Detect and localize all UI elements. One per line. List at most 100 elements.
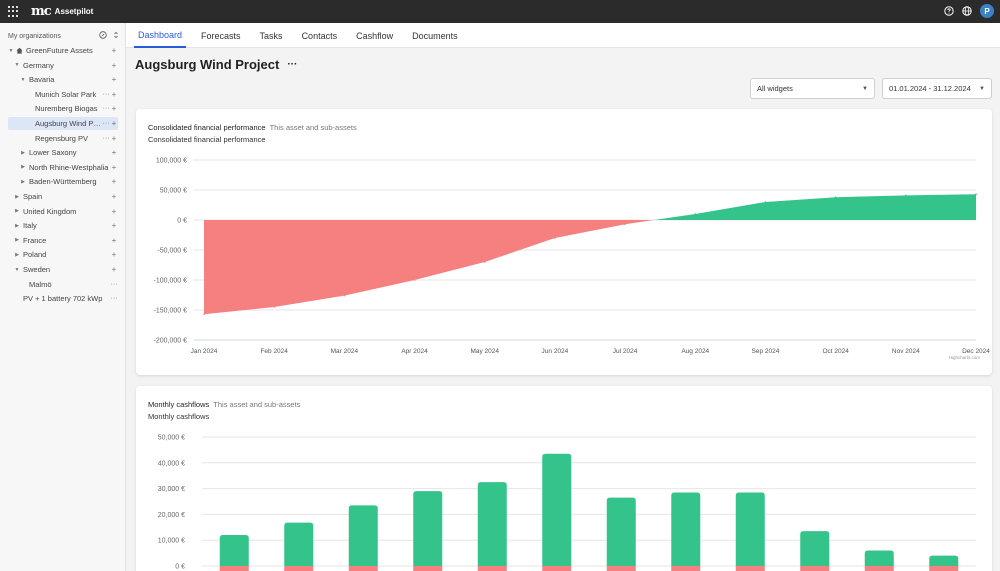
sidebar: My organizations ▼ GreenFuture Assets + ▼ Ge… bbox=[0, 23, 126, 571]
add-child-icon[interactable]: + bbox=[111, 60, 117, 70]
negative-cashflow-bar bbox=[348, 566, 378, 571]
chevron-right-icon[interactable]: ▶ bbox=[21, 178, 25, 185]
date-range-select[interactable]: 01.01.2024 - 31.12.2024 ▼ bbox=[882, 78, 992, 99]
add-child-icon[interactable]: + bbox=[111, 162, 117, 172]
sidebar-item-label: Poland bbox=[23, 250, 47, 260]
sidebar-item-label: PV + 1 battery 702 kWp bbox=[23, 294, 103, 304]
more-options-icon[interactable]: ··· bbox=[102, 120, 110, 127]
sidebar-item-label: United Kingdom bbox=[23, 206, 77, 216]
more-options-icon[interactable]: ··· bbox=[102, 134, 110, 142]
chevron-right-icon[interactable]: ▶ bbox=[21, 149, 25, 156]
cashflow-bar bbox=[542, 453, 572, 566]
financial-performance-chart: 100,000 € 50,000 € 0 € -50,000 € -100,000 € -… bbox=[154, 158, 991, 361]
add-child-icon[interactable]: + bbox=[111, 221, 117, 231]
sidebar-item[interactable]: ▶ Baden-Württemberg + bbox=[8, 175, 118, 188]
add-child-icon[interactable]: + bbox=[111, 46, 117, 55]
sidebar-item[interactable]: ▶ Italy + bbox=[8, 219, 118, 232]
tab-contacts[interactable]: Contacts bbox=[301, 30, 338, 41]
add-child-icon[interactable]: + bbox=[111, 206, 117, 216]
data-point bbox=[343, 294, 346, 297]
add-child-icon[interactable]: + bbox=[111, 265, 117, 274]
sidebar-item-label: Augsburg Wind Project bbox=[35, 119, 102, 128]
sidebar-item[interactable]: ▶ Poland + bbox=[8, 248, 118, 261]
sidebar-item[interactable]: Munich Solar Park ··· + bbox=[8, 88, 118, 101]
chevron-right-icon[interactable]: ▶ bbox=[15, 208, 19, 215]
card-title: Consolidated financial performance This a… bbox=[148, 123, 357, 132]
add-child-icon[interactable]: + bbox=[111, 177, 117, 187]
chevron-down-icon[interactable]: ▼ bbox=[14, 62, 20, 69]
data-point bbox=[203, 313, 205, 315]
add-child-icon[interactable]: + bbox=[111, 133, 117, 143]
globe-icon[interactable] bbox=[962, 6, 972, 16]
expand-collapse-icon[interactable] bbox=[112, 31, 120, 39]
compass-icon[interactable] bbox=[99, 31, 107, 39]
more-options-icon[interactable]: ··· bbox=[110, 280, 118, 288]
sidebar-item[interactable]: Malmö ··· bbox=[8, 278, 118, 291]
tab-tasks[interactable]: Tasks bbox=[259, 30, 283, 41]
data-point bbox=[483, 261, 486, 263]
add-child-icon[interactable]: + bbox=[111, 235, 117, 245]
widget-select-value: All widgets bbox=[757, 84, 793, 93]
chevron-right-icon[interactable]: ▶ bbox=[15, 251, 19, 258]
negative-cashflow-bar bbox=[284, 566, 314, 571]
more-options-button[interactable]: ··· bbox=[287, 59, 298, 70]
sidebar-item[interactable]: ▶ North Rhine-Westphalia + bbox=[8, 161, 118, 174]
monthly-cashflows-card: Monthly cashflows This asset and sub-asse… bbox=[136, 386, 992, 571]
add-child-icon[interactable]: + bbox=[111, 119, 117, 128]
tab-cashflow[interactable]: Cashflow bbox=[356, 30, 394, 41]
sidebar-item-label: Germany bbox=[23, 60, 54, 70]
chevron-down-icon[interactable]: ▼ bbox=[14, 266, 20, 273]
chevron-right-icon[interactable]: ▶ bbox=[15, 237, 19, 244]
data-point bbox=[975, 193, 977, 195]
sidebar-item[interactable]: ▼ GreenFuture Assets + bbox=[8, 44, 118, 57]
add-child-icon[interactable]: + bbox=[111, 250, 117, 260]
sidebar-item[interactable]: PV + 1 battery 702 kWp ··· bbox=[8, 292, 118, 305]
sidebar-item[interactable]: ▼ Bavaria + bbox=[8, 73, 118, 86]
sidebar-item[interactable]: Regensburg PV ··· + bbox=[8, 132, 118, 145]
chevron-down-icon[interactable]: ▼ bbox=[20, 76, 26, 83]
negative-cashflow-bar bbox=[219, 566, 249, 571]
more-options-icon[interactable]: ··· bbox=[102, 90, 110, 98]
tab-documents[interactable]: Documents bbox=[412, 30, 458, 41]
more-options-icon[interactable]: ··· bbox=[110, 295, 118, 303]
chevron-right-icon[interactable]: ▶ bbox=[15, 193, 19, 200]
sidebar-item[interactable]: ▶ United Kingdom + bbox=[8, 205, 118, 218]
page-header: Augsburg Wind Project ··· bbox=[135, 57, 297, 72]
home-icon bbox=[16, 47, 23, 54]
add-child-icon[interactable]: + bbox=[111, 75, 117, 85]
help-icon[interactable] bbox=[944, 6, 954, 16]
chevron-right-icon[interactable]: ▶ bbox=[15, 222, 19, 229]
more-options-icon[interactable]: ··· bbox=[102, 105, 110, 113]
add-child-icon[interactable]: + bbox=[111, 89, 117, 99]
add-child-icon[interactable]: + bbox=[111, 192, 117, 201]
widget-select[interactable]: All widgets ▼ bbox=[750, 78, 875, 99]
y-tick-label: 50,000 € bbox=[158, 435, 185, 442]
chevron-right-icon[interactable]: ▶ bbox=[21, 164, 25, 171]
tab-forecasts[interactable]: Forecasts bbox=[201, 30, 241, 41]
negative-cashflow-bar bbox=[864, 566, 894, 571]
apps-grid-icon[interactable] bbox=[8, 5, 20, 18]
data-point bbox=[694, 213, 697, 215]
add-child-icon[interactable]: + bbox=[111, 104, 117, 114]
add-child-icon[interactable]: + bbox=[111, 148, 117, 158]
sidebar-item-label: Bavaria bbox=[29, 75, 55, 85]
chevron-down-icon[interactable]: ▼ bbox=[8, 47, 14, 54]
sidebar-header: My organizations bbox=[8, 31, 120, 41]
x-tick-label: Sep 2024 bbox=[752, 348, 780, 355]
sidebar-item[interactable]: ▶ Lower Saxony + bbox=[8, 146, 118, 159]
tab-dashboard[interactable]: Dashboard bbox=[134, 23, 187, 48]
data-point bbox=[764, 201, 767, 203]
avatar[interactable]: P bbox=[980, 4, 994, 18]
y-tick-label: 100,000 € bbox=[156, 158, 187, 165]
card-title-text: Consolidated financial performance bbox=[148, 123, 266, 132]
sidebar-item-label: Munich Solar Park bbox=[35, 89, 97, 99]
sidebar-item[interactable]: Augsburg Wind Project···+ bbox=[8, 117, 118, 130]
sidebar-item[interactable]: ▼ Germany + bbox=[8, 59, 118, 72]
negative-cashflow-bar bbox=[413, 566, 443, 571]
sidebar-item[interactable]: ▶ Spain + bbox=[8, 190, 118, 203]
sidebar-item[interactable]: ▶ France + bbox=[8, 234, 118, 247]
sidebar-item[interactable]: Nuremberg Biogas ··· + bbox=[8, 102, 118, 115]
sidebar-item[interactable]: ▼ Sweden + bbox=[8, 263, 118, 276]
cashflow-bar bbox=[800, 531, 830, 566]
data-point bbox=[624, 223, 626, 225]
